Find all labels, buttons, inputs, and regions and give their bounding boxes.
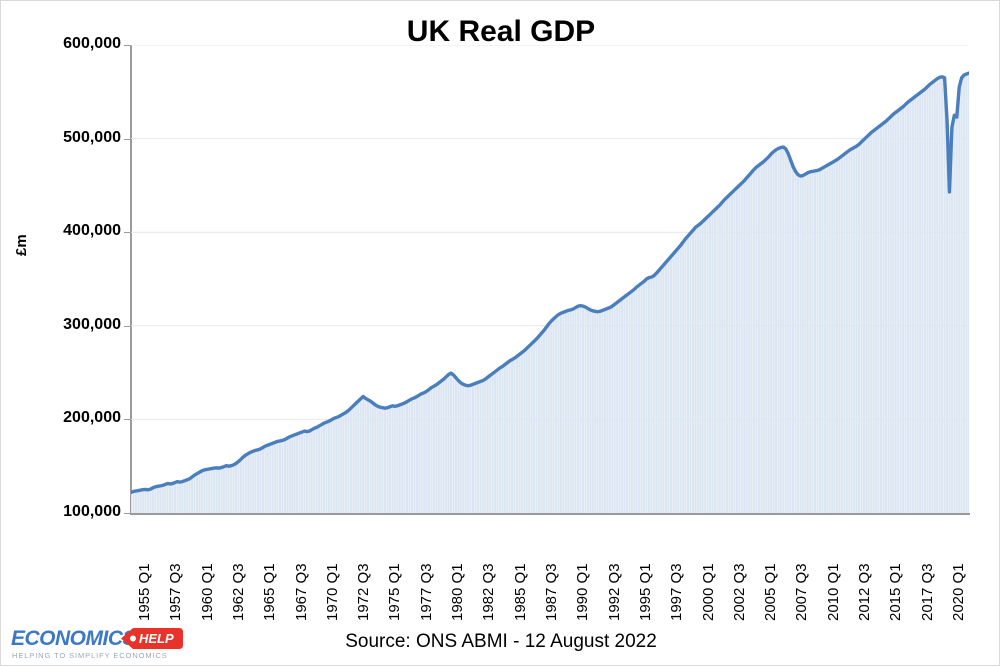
x-axis-line: [130, 513, 970, 515]
y-axis-line: [130, 45, 132, 514]
logo-tagline: HELPING TO SIMPLIFY ECONOMICS: [12, 651, 168, 660]
x-tick-label: 1995 Q1: [636, 563, 654, 621]
economics-help-logo[interactable]: ECONOMICS HELP HELPING TO SIMPLIFY ECONO…: [11, 627, 183, 663]
x-tick-label: 2020 Q1: [950, 563, 967, 621]
x-tick-label: 1982 Q3: [480, 563, 498, 621]
x-tick-label: 1975 Q1: [386, 563, 404, 621]
x-tick-label: 2002 Q3: [730, 563, 748, 621]
x-tick-label: 1970 Q1: [323, 563, 341, 621]
logo-help-tag: HELP: [121, 628, 183, 649]
y-tick-mark: [124, 45, 131, 46]
y-tick-mark: [124, 232, 131, 234]
x-tick-label: 1987 Q3: [543, 563, 560, 621]
y-tick-label: 100,000: [63, 503, 121, 520]
y-tick-label: 300,000: [63, 315, 121, 333]
x-tick-label: 2010 Q1: [824, 563, 842, 621]
x-tick-label: 1972 Q3: [355, 563, 373, 621]
y-tick-mark: [124, 325, 131, 327]
y-tick-mark: [124, 419, 131, 421]
x-tick-label: 2012 Q3: [856, 563, 874, 621]
x-tick-label: 1980 Q1: [449, 563, 467, 621]
source-caption: Source: ONS ABMI - 12 August 2022: [345, 631, 657, 652]
x-tick-label: 1965 Q1: [261, 563, 279, 621]
x-tick-label: 2017 Q3: [918, 563, 936, 621]
plot-area: [131, 45, 969, 513]
x-tick-label: 2000 Q1: [699, 563, 717, 621]
x-tick-label: 1960 Q1: [198, 563, 216, 621]
gdp-series-line: [131, 71, 969, 495]
x-tick-label: 1962 Q3: [229, 563, 247, 621]
y-tick-label: 200,000: [63, 409, 121, 427]
x-tick-label: 1985 Q1: [511, 563, 529, 621]
y-axis-tick-labels: 600,000 500,000 400,000 300,000 200,000 100,0…: [9, 1, 121, 667]
logo-tag-label: HELP: [139, 631, 174, 646]
y-tick-mark: [124, 138, 131, 140]
x-tick-label: 1967 Q3: [292, 563, 310, 621]
x-tick-label: 2015 Q1: [887, 563, 905, 621]
x-tick-label: 1997 Q3: [668, 563, 686, 621]
x-tick-label: 1990 Q1: [574, 563, 592, 621]
tag-shape-icon: [121, 628, 183, 649]
y-tick-label: 400,000: [63, 222, 121, 240]
x-tick-label: 2005 Q1: [762, 563, 780, 621]
x-tick-label: 1957 Q3: [167, 563, 185, 621]
y-tick-mark: [124, 513, 131, 514]
y-tick-label: 500,000: [63, 128, 121, 146]
gdp-line-chart: [131, 45, 969, 513]
x-tick-label: 1977 Q3: [417, 563, 435, 621]
chart-title: UK Real GDP: [406, 15, 596, 48]
area-fill: [131, 73, 969, 513]
y-tick-label: 600,000: [63, 35, 121, 52]
x-tick-label: 2007 Q3: [793, 563, 811, 621]
logo-wordmark: ECONOMICS: [11, 627, 137, 650]
x-axis-tick-labels: 1955 Q1 1957 Q3 1960 Q1 1962 Q3 1965 Q1 1967 …: [131, 517, 969, 627]
x-tick-label: 1955 Q1: [136, 563, 153, 621]
x-tick-label: 1992 Q3: [605, 563, 623, 621]
